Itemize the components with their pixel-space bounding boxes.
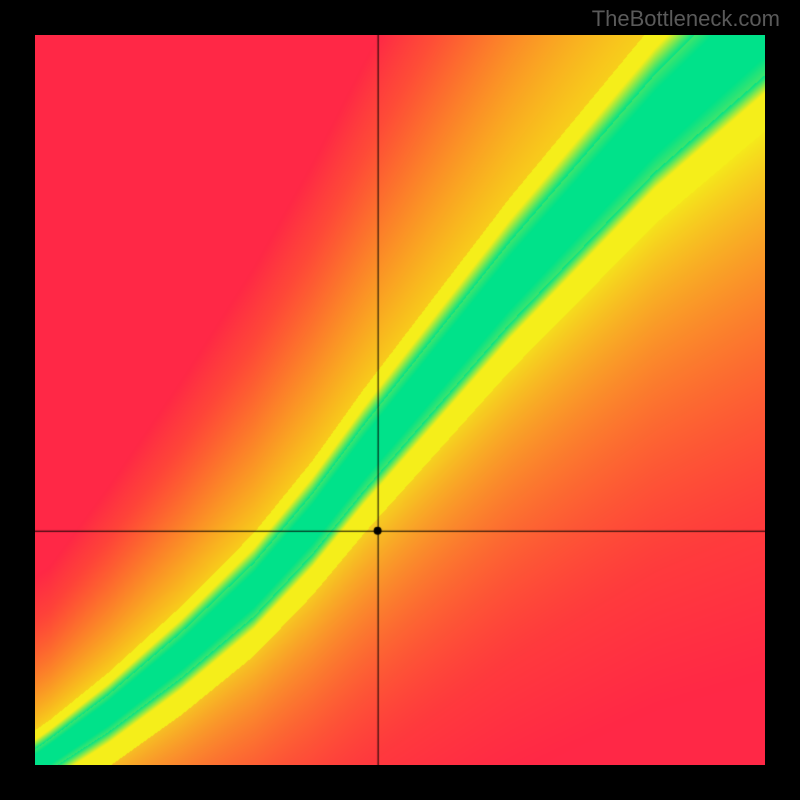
chart-container: TheBottleneck.com [0,0,800,800]
heatmap-plot [35,35,765,765]
heatmap-canvas [35,35,765,765]
watermark-text: TheBottleneck.com [592,6,780,32]
